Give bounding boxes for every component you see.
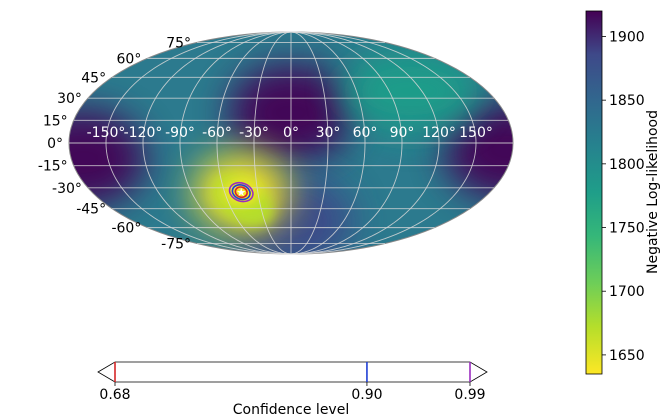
latitude-tick-label: 15° — [43, 113, 68, 129]
latitude-tick-label: 60° — [117, 51, 142, 67]
meridian-line — [179, 31, 292, 255]
meridian-line — [290, 31, 477, 255]
confidence-colorbar-tick-label: 0.90 — [351, 387, 382, 403]
latitude-tick-label: -15° — [38, 159, 68, 175]
likelihood-colorbar-tick-label: 1750 — [609, 221, 645, 237]
meridian-line — [105, 31, 292, 255]
latitude-tick-label: 30° — [57, 91, 82, 107]
confidence-colorbar: 0.68 0.90 0.99 Confidence level — [97, 361, 488, 418]
meridian-line — [142, 31, 292, 255]
contour-0-99 — [228, 181, 254, 203]
field-maximum — [69, 110, 146, 207]
likelihood-colorbar-gradient — [585, 10, 603, 375]
longitude-tick-label: -150° — [87, 125, 126, 141]
longitude-tick-label: 30° — [316, 125, 341, 141]
latitude-tick-label: 75° — [166, 35, 191, 51]
meridian-line — [290, 31, 366, 255]
field-secondary-minimum — [340, 49, 481, 134]
confidence-colorbar-tick-label: 0.99 — [454, 387, 485, 403]
likelihood-colorbar-tick-label: 1900 — [609, 29, 645, 45]
likelihood-colorbar-tick-label: 1700 — [609, 284, 645, 300]
confidence-colorbar-label: Confidence level — [233, 402, 349, 418]
confidence-colorbar-ticks: 0.68 0.90 0.99 — [99, 362, 486, 403]
longitude-tick-label: 120° — [422, 125, 456, 141]
likelihood-colorbar-tick-label: 1650 — [609, 348, 645, 364]
likelihood-colorbar-ticks: 1650 1700 1750 1800 1850 1900 — [602, 29, 645, 364]
graticule — [69, 31, 513, 255]
longitude-tick-label: -120° — [124, 125, 163, 141]
latitude-tick-label: -45° — [76, 202, 106, 218]
longitude-tick-label: 0° — [283, 125, 299, 141]
likelihood-colorbar: 1650 1700 1750 1800 1850 1900 Negative Log-li… — [585, 10, 661, 375]
meridian-line — [216, 31, 292, 255]
contour-0-68 — [234, 186, 248, 199]
confidence-colorbar-tick-label: 0.68 — [99, 387, 130, 403]
field-minimum-core — [223, 180, 260, 205]
confidence-contours: ★ — [228, 181, 254, 203]
longitude-tick-label: -90° — [165, 125, 195, 141]
latitude-tick-label: 0° — [47, 136, 63, 152]
meridian-line — [290, 31, 403, 255]
field-maximum — [444, 102, 513, 199]
likelihood-colorbar-label: Negative Log-likelihood — [645, 110, 661, 274]
best-fit-marker: ★ — [236, 186, 246, 199]
likelihood-colorbar-tick-label: 1800 — [609, 157, 645, 173]
meridian-line — [253, 31, 292, 255]
contour-0-9 — [231, 184, 251, 201]
sky-map: ★ -150°-120° -90° -60° -30° 0° 30° 60° 90° 120° 1… — [38, 31, 514, 255]
confidence-colorbar-body — [97, 361, 488, 383]
longitude-tick-label: -60° — [202, 125, 232, 141]
likelihood-field — [69, 49, 513, 254]
meridian-line — [290, 31, 440, 255]
longitude-tick-label: 90° — [390, 125, 415, 141]
latitude-tick-label: -75° — [161, 237, 191, 253]
longitude-tick-labels: -150°-120° -90° -60° -30° 0° 30° 60° 90° 120° 150… — [87, 125, 493, 141]
longitude-tick-label: 60° — [353, 125, 378, 141]
likelihood-colorbar-tick-label: 1850 — [609, 93, 645, 109]
latitude-tick-label: -30° — [52, 181, 82, 197]
meridian-line — [290, 31, 329, 255]
latitude-tick-label: 45° — [81, 70, 106, 86]
longitude-tick-label: -30° — [239, 125, 269, 141]
latitude-tick-label: -60° — [111, 221, 141, 237]
latitude-tick-labels: 75° 60° 45° 30° 15° 0° -15° -30° -45° -60° -75° — [38, 35, 191, 252]
longitude-tick-label: 150° — [459, 125, 493, 141]
